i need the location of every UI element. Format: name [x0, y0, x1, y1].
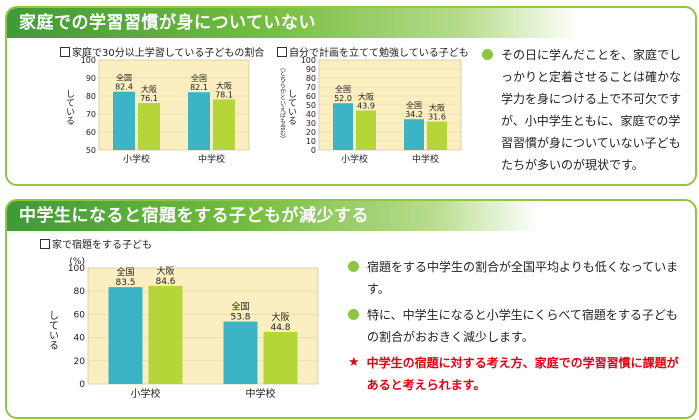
- y-unit-label: (%): [82, 56, 96, 58]
- y-axis-label: している: [47, 310, 59, 350]
- y-tick-label: 0: [79, 380, 85, 390]
- bar-大阪-小学校: [138, 103, 160, 150]
- bar-大阪-中学校: [427, 121, 447, 150]
- series-label: 全国: [116, 73, 132, 83]
- chart1-title: 家庭で30分以上学習している子どもの割合: [72, 48, 265, 59]
- bar-全国-小学校: [333, 103, 353, 150]
- data-label: 52.0: [334, 94, 352, 103]
- bar-大阪-中学校: [263, 332, 298, 384]
- conclusion-text: 中学生の宿題に対する考え方、家庭での学習習慣に課題があると考えられます。: [366, 356, 679, 392]
- y-tick-label: 40: [306, 110, 316, 119]
- data-label: 84.6: [155, 277, 175, 287]
- bar-大阪-小学校: [356, 110, 376, 150]
- section2-points-block: 宿題をする中学生の割合が全国平均よりも低くなっています。 特に、中学生になると小…: [348, 256, 686, 396]
- y-tick-label: 90: [306, 65, 316, 74]
- point-text-2: 特に、中学生になると小学生にくらべて宿題をする子どもの割合がおおきく減少します。: [367, 308, 678, 344]
- y-tick-label: 10: [306, 137, 316, 146]
- y-tick-label: 100: [301, 56, 316, 65]
- data-label: 78.1: [215, 90, 233, 99]
- series-label: 全国: [116, 266, 134, 278]
- chart3-homework: 020406080100(%)している全国83.5大阪84.6小学校全国53.8…: [47, 257, 319, 400]
- y-tick-label: 40: [74, 334, 86, 344]
- y-axis-label: している: [64, 89, 75, 125]
- series-label: 大阪: [216, 80, 232, 90]
- y-tick-label: 100: [81, 56, 96, 65]
- x-tick-label: 中学校: [198, 153, 225, 165]
- star-icon: ★: [348, 355, 360, 370]
- checkbox-icon: [40, 239, 50, 249]
- y-tick-label: 100: [68, 264, 85, 274]
- bullet-icon: [348, 261, 359, 272]
- data-label: 76.1: [140, 94, 158, 103]
- data-label: 31.6: [428, 113, 446, 122]
- bullet-icon: [482, 49, 493, 60]
- y-axis-label: している: [286, 89, 297, 125]
- data-label: 43.9: [357, 101, 375, 110]
- y-tick-label: 60: [86, 128, 96, 137]
- x-tick-label: 小学校: [123, 153, 150, 165]
- bar-全国-中学校: [223, 321, 258, 384]
- bar-全国-小学校: [108, 287, 143, 384]
- x-tick-label: 小学校: [341, 153, 368, 165]
- series-label: 大阪: [429, 103, 445, 113]
- y-tick-label: 50: [86, 146, 96, 155]
- x-tick-label: 中学校: [246, 387, 276, 400]
- conclusion-item: ★ 中学生の宿題に対する考え方、家庭での学習習慣に課題があると考えられます。: [348, 352, 686, 396]
- series-label: 全国: [231, 301, 249, 313]
- y-unit-label: (%): [69, 257, 85, 267]
- bullet-icon: [348, 309, 359, 320]
- y-tick-label: 30: [306, 119, 316, 128]
- data-label: 34.2: [405, 110, 423, 119]
- data-label: 83.5: [115, 278, 135, 288]
- y-tick-label: 70: [86, 110, 96, 119]
- section1-note-block: その日に学んだことを、家庭でしっかりと定着させることは確かな学力を身につける上で…: [482, 44, 682, 176]
- chart3-title-row: 家で宿題をする子ども: [40, 236, 152, 251]
- data-label: 53.8: [230, 313, 250, 323]
- chart2-title: 自分で計画を立てて勉強している子ども: [289, 48, 469, 59]
- y-tick-label: 80: [306, 74, 316, 83]
- checkbox-icon: [277, 47, 287, 57]
- checkbox-icon: [60, 47, 70, 57]
- chart3-title: 家で宿題をする子ども: [52, 240, 152, 251]
- y-tick-label: 80: [86, 92, 96, 101]
- data-label: 82.1: [190, 83, 208, 92]
- series-label: 大阪: [156, 265, 174, 277]
- series-label: 全国: [335, 84, 351, 94]
- y-tick-label: 60: [74, 310, 86, 320]
- series-label: 全国: [406, 100, 422, 110]
- y-tick-label: 20: [74, 357, 86, 367]
- data-label: 82.4: [115, 83, 133, 92]
- chart2-title-row: 自分で計画を立てて勉強している子ども: [277, 44, 469, 59]
- series-label: 大阪: [141, 84, 157, 94]
- bar-全国-小学校: [113, 91, 135, 150]
- chart1-title-row: 家庭で30分以上学習している子どもの割合: [60, 44, 264, 59]
- y-tick-label: 50: [306, 101, 316, 110]
- section1-note: その日に学んだことを、家庭でしっかりと定着させることは確かな学力を身につける上で…: [501, 48, 682, 172]
- x-tick-label: 中学校: [412, 153, 439, 165]
- x-tick-label: 小学校: [131, 387, 161, 400]
- chart1-study-30min: 5060708090100(%)している全国82.4大阪76.1小学校全国82.…: [64, 56, 250, 165]
- section2-heading: 中学生になると宿題をする子どもが減少する: [7, 201, 539, 231]
- series-label: 大阪: [358, 91, 374, 101]
- bar-大阪-小学校: [148, 285, 183, 384]
- point-text-1: 宿題をする中学生の割合が全国平均よりも低くなっています。: [367, 260, 679, 296]
- bar-大阪-中学校: [213, 99, 235, 150]
- y-axis-note: （どちらかといえばも含む）: [279, 64, 286, 142]
- data-label: 44.8: [270, 323, 290, 333]
- y-tick-label: 80: [74, 287, 86, 297]
- y-tick-label: 70: [306, 83, 316, 92]
- point-item: 特に、中学生になると小学生にくらべて宿題をする子どもの割合がおおきく減少します。: [348, 304, 686, 348]
- point-item: 宿題をする中学生の割合が全国平均よりも低くなっています。: [348, 256, 686, 300]
- y-tick-label: 20: [306, 128, 316, 137]
- y-tick-label: 60: [306, 92, 316, 101]
- bar-全国-中学校: [404, 119, 424, 150]
- section1-heading: 家庭での学習習慣が身についていない: [7, 8, 579, 38]
- series-label: 大阪: [271, 311, 289, 323]
- bar-全国-中学校: [188, 92, 210, 150]
- y-unit-label: (%): [302, 56, 316, 58]
- series-label: 全国: [191, 73, 207, 83]
- y-tick-label: 90: [86, 74, 96, 83]
- y-tick-label: 0: [311, 146, 316, 155]
